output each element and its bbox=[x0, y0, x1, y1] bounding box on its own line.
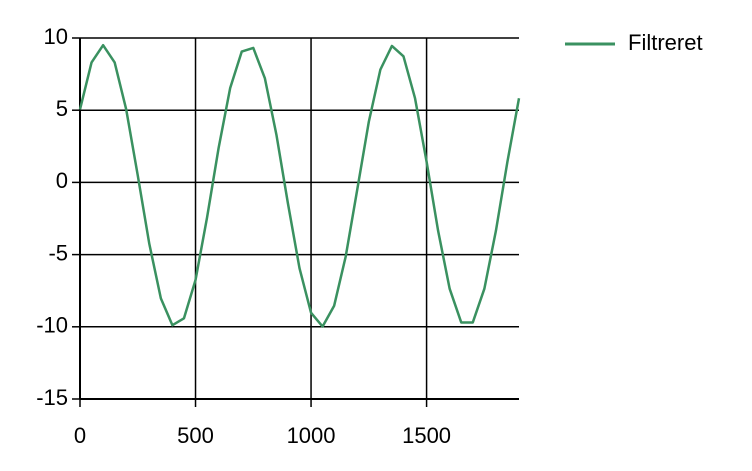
data-line bbox=[78, 43, 521, 328]
y-tick-label: 0 bbox=[56, 168, 68, 193]
y-tick-label: -10 bbox=[36, 313, 68, 338]
x-tick-label: 0 bbox=[74, 423, 86, 448]
y-tick-label: 5 bbox=[56, 96, 68, 121]
x-tick-label: 500 bbox=[177, 423, 214, 448]
x-tick-label: 1500 bbox=[402, 423, 451, 448]
y-tick-label: 10 bbox=[44, 24, 68, 49]
y-tick-label: -15 bbox=[36, 385, 68, 410]
y-tick-label: -5 bbox=[48, 240, 68, 265]
legend-label: Filtreret bbox=[628, 30, 703, 55]
x-tick-label: 1000 bbox=[287, 423, 336, 448]
